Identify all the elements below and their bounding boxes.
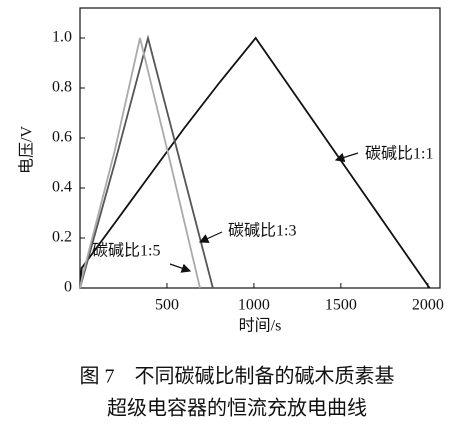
y-tick-label: 0.6 — [52, 129, 72, 146]
series-label: 碳碱比1:5 — [92, 242, 160, 260]
y-tick-label: 1.0 — [52, 29, 72, 46]
series-line — [79, 37, 201, 289]
plot-frame — [79, 7, 441, 289]
label-arrow — [169, 263, 192, 273]
x-tick-label: 1000 — [238, 297, 270, 314]
y-tick-label: 0.2 — [52, 229, 72, 246]
label-arrow — [334, 152, 359, 163]
x-tick-label: 2000 — [412, 297, 444, 314]
y-tick-label: 0.8 — [52, 79, 72, 96]
y-tick-label: 0 — [64, 279, 72, 296]
y-axis-label: 电压/V — [18, 126, 36, 174]
y-tick-label: 0.4 — [52, 179, 72, 196]
series-line — [79, 36, 431, 289]
x-tick-label: 1500 — [325, 297, 357, 314]
caption-line: 超级电容器的恒流充放电曲线 — [107, 397, 367, 420]
series-label: 碳碱比1:3 — [228, 222, 296, 240]
caption-line: 图 7 不同碳碱比制备的碱木质素基 — [80, 365, 395, 388]
x-tick-label: 500 — [155, 297, 179, 314]
label-arrow — [198, 231, 223, 243]
series-label: 碳碱比1:1 — [365, 145, 433, 163]
x-axis-label: 时间/s — [239, 317, 282, 335]
